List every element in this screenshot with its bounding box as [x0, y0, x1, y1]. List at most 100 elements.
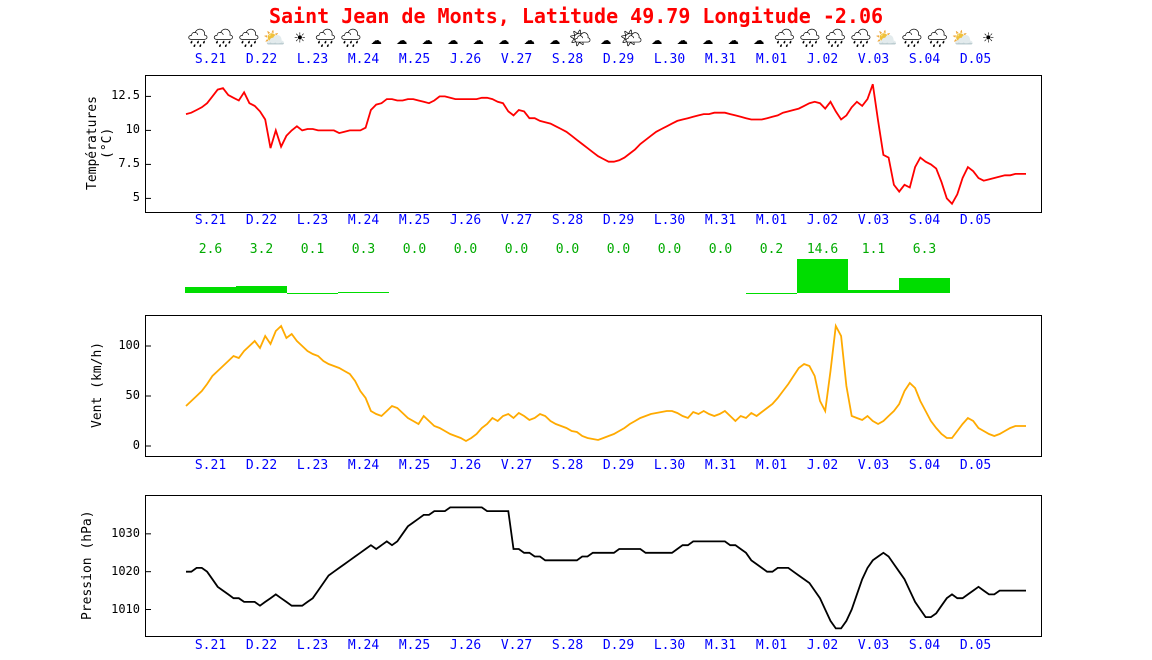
- day-label: D.05: [950, 638, 1001, 653]
- day-label: D.05: [950, 458, 1001, 473]
- day-label: J.02: [797, 638, 848, 653]
- day-label: D.05: [950, 52, 1001, 67]
- day-label: V.03: [848, 213, 899, 228]
- ytick-label: 1020: [100, 564, 140, 578]
- day-label: L.30: [644, 458, 695, 473]
- precip-bar: [797, 259, 848, 293]
- day-label: M.25: [389, 52, 440, 67]
- precip-values: 2.63.20.10.30.00.00.00.00.00.00.00.214.6…: [185, 242, 1000, 257]
- day-label: M.31: [695, 638, 746, 653]
- weather-icon: 🌧: [823, 28, 849, 50]
- weather-icon: 🌧: [211, 28, 237, 50]
- precip-value: 0.2: [746, 242, 797, 257]
- day-label: D.22: [236, 458, 287, 473]
- precip-value: 3.2: [236, 242, 287, 257]
- weather-icon: 🌧: [313, 28, 339, 50]
- ytick-label: 50: [100, 388, 140, 402]
- weather-icon: ☁: [364, 28, 390, 50]
- weather-icon: ☁: [415, 28, 441, 50]
- day-label: M.25: [389, 213, 440, 228]
- weather-icon: ☁: [670, 28, 696, 50]
- weather-icon-row: 🌧🌧🌧⛅☀🌧🌧☁☁☁☁☁☁☁☁🌤☁🌤☁☁☁☁☁🌧🌧🌧🌧⛅🌧🌧⛅☀: [185, 28, 1000, 50]
- day-label: D.29: [593, 52, 644, 67]
- weather-icon: 🌧: [236, 28, 262, 50]
- day-axis-pressure: S.21D.22L.23M.24M.25J.26V.27S.28D.29L.30…: [185, 638, 1000, 653]
- day-label: S.21: [185, 213, 236, 228]
- day-label: S.21: [185, 52, 236, 67]
- day-label: S.04: [899, 52, 950, 67]
- day-label: M.25: [389, 458, 440, 473]
- ytick-label: 10: [100, 122, 140, 136]
- day-label: S.04: [899, 213, 950, 228]
- weather-icon: 🌧: [925, 28, 951, 50]
- weather-icon: 🌧: [848, 28, 874, 50]
- day-label: L.23: [287, 458, 338, 473]
- day-label: V.03: [848, 52, 899, 67]
- precip-value: 0.1: [287, 242, 338, 257]
- day-label: L.30: [644, 52, 695, 67]
- weather-icon: ☁: [746, 28, 772, 50]
- precip-bar: [848, 290, 899, 293]
- day-axis-temp: S.21D.22L.23M.24M.25J.26V.27S.28D.29L.30…: [185, 213, 1000, 228]
- weather-icon: ☁: [517, 28, 543, 50]
- day-label: V.27: [491, 638, 542, 653]
- day-label: L.30: [644, 213, 695, 228]
- precip-value: 0.0: [491, 242, 542, 257]
- day-label: S.21: [185, 638, 236, 653]
- day-label: L.23: [287, 213, 338, 228]
- temp-chart: [145, 75, 1042, 213]
- page-title: Saint Jean de Monts, Latitude 49.79 Long…: [0, 4, 1152, 28]
- day-label: S.28: [542, 638, 593, 653]
- day-label: V.27: [491, 213, 542, 228]
- weather-icon: 🌤: [568, 28, 594, 50]
- day-label: J.02: [797, 213, 848, 228]
- weather-icon: ☁: [593, 28, 619, 50]
- weather-icon: 🌧: [899, 28, 925, 50]
- day-label: M.01: [746, 458, 797, 473]
- day-label: J.26: [440, 638, 491, 653]
- day-label: M.24: [338, 52, 389, 67]
- day-label: J.26: [440, 52, 491, 67]
- wind-chart: [145, 315, 1042, 457]
- ytick-label: 12.5: [100, 88, 140, 102]
- day-label: M.24: [338, 638, 389, 653]
- weather-icon: ☁: [491, 28, 517, 50]
- weather-icon: ☁: [695, 28, 721, 50]
- ytick-label: 5: [100, 190, 140, 204]
- precip-value: 0.0: [542, 242, 593, 257]
- day-label: D.22: [236, 638, 287, 653]
- weather-icon: ☁: [389, 28, 415, 50]
- precip-bar: [236, 286, 287, 293]
- weather-icon: ☁: [466, 28, 492, 50]
- weather-icon: ☁: [721, 28, 747, 50]
- day-label: M.01: [746, 52, 797, 67]
- day-label: L.23: [287, 638, 338, 653]
- pressure-ylabel: Pression (hPa): [80, 510, 95, 620]
- day-label: L.23: [287, 52, 338, 67]
- precip-bar: [338, 292, 389, 293]
- day-label: S.28: [542, 52, 593, 67]
- day-label: M.31: [695, 52, 746, 67]
- ytick-label: 7.5: [100, 156, 140, 170]
- day-label: M.31: [695, 213, 746, 228]
- ytick-label: 0: [100, 438, 140, 452]
- day-label: D.29: [593, 638, 644, 653]
- day-label: V.27: [491, 458, 542, 473]
- precip-bars: [185, 258, 1000, 293]
- precip-value: 0.0: [593, 242, 644, 257]
- day-label: S.04: [899, 458, 950, 473]
- ytick-label: 1010: [100, 602, 140, 616]
- weather-icon: 🌧: [772, 28, 798, 50]
- day-axis-top: S.21D.22L.23M.24M.25J.26V.27S.28D.29L.30…: [185, 52, 1000, 67]
- day-label: D.29: [593, 458, 644, 473]
- day-label: S.28: [542, 213, 593, 228]
- weather-icon: ☀: [976, 28, 1002, 50]
- day-label: V.27: [491, 52, 542, 67]
- day-label: D.05: [950, 213, 1001, 228]
- weather-icon: 🌧: [338, 28, 364, 50]
- day-label: J.26: [440, 458, 491, 473]
- weather-icon: ☀: [287, 28, 313, 50]
- day-label: M.24: [338, 213, 389, 228]
- day-label: D.22: [236, 213, 287, 228]
- weather-icon: 🌤: [619, 28, 645, 50]
